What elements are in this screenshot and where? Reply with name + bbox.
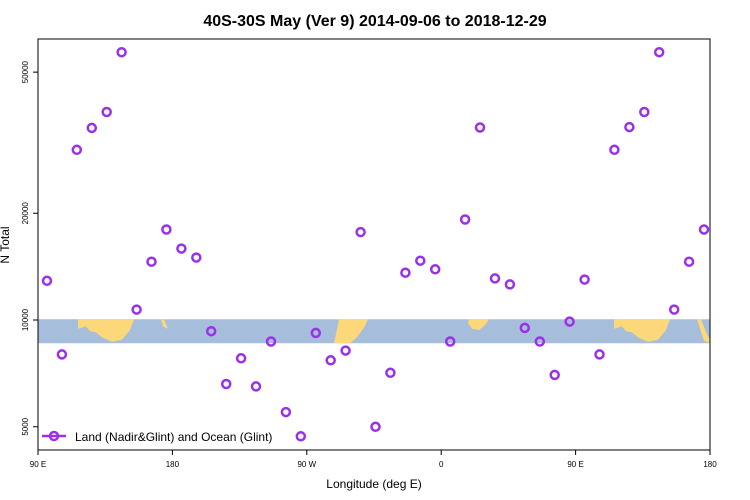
data-point bbox=[340, 345, 351, 356]
new-zealand-shape-right bbox=[697, 319, 710, 344]
y-tick-label: 20000 bbox=[21, 202, 30, 225]
ocean-band bbox=[38, 319, 710, 344]
data-point bbox=[280, 406, 292, 418]
legend-label: Land (Nadir&Glint) and Ocean (Glint) bbox=[75, 430, 272, 444]
africa-shape bbox=[468, 319, 489, 330]
data-point bbox=[504, 279, 516, 290]
data-point bbox=[564, 316, 575, 327]
data-point bbox=[459, 214, 471, 225]
south-america-shape bbox=[334, 319, 368, 344]
data-point bbox=[131, 304, 142, 315]
data-point bbox=[310, 327, 322, 339]
data-point bbox=[519, 322, 531, 334]
plot-frame bbox=[37, 38, 711, 451]
data-point bbox=[101, 106, 112, 118]
data-point bbox=[176, 243, 187, 254]
data-point bbox=[653, 46, 665, 58]
land-ocean-band bbox=[38, 319, 710, 344]
data-point bbox=[624, 121, 635, 133]
x-tick-label: 180 bbox=[703, 460, 717, 469]
data-point bbox=[489, 273, 501, 284]
legend-marker bbox=[48, 430, 60, 442]
data-point bbox=[205, 325, 217, 337]
data-point bbox=[146, 256, 157, 267]
y-tick-label: 5000 bbox=[21, 417, 30, 435]
x-tick-label: 90 W bbox=[297, 460, 316, 469]
data-point bbox=[415, 255, 426, 266]
data-point bbox=[235, 353, 247, 364]
data-point bbox=[86, 122, 98, 134]
y-tick-label: 50000 bbox=[21, 60, 30, 83]
australia-shape-right bbox=[614, 319, 670, 342]
y-axis-label: N Total bbox=[0, 226, 12, 263]
data-point bbox=[594, 349, 605, 360]
data-point bbox=[579, 274, 590, 285]
data-point bbox=[370, 421, 381, 433]
data-point bbox=[161, 224, 172, 235]
data-point bbox=[534, 336, 546, 347]
data-point bbox=[683, 256, 695, 267]
x-axis-label: Longitude (deg E) bbox=[326, 477, 421, 491]
data-point bbox=[41, 275, 53, 287]
new-zealand-shape-left bbox=[161, 319, 168, 329]
data-point bbox=[325, 355, 336, 366]
data-point bbox=[250, 381, 262, 392]
legend: Land (Nadir&Glint) and Ocean (Glint) bbox=[42, 430, 272, 444]
data-point bbox=[400, 267, 411, 278]
x-tick-label: 180 bbox=[166, 460, 180, 469]
data-point bbox=[295, 431, 307, 442]
x-tick-label: 90 E bbox=[567, 460, 583, 469]
data-point bbox=[698, 224, 710, 235]
data-point bbox=[56, 349, 68, 360]
data-point bbox=[668, 304, 680, 315]
data-point bbox=[549, 369, 560, 381]
data-point bbox=[265, 336, 277, 347]
data-point bbox=[474, 122, 486, 133]
x-tick-label: 90 E bbox=[30, 460, 46, 469]
data-point bbox=[385, 367, 396, 379]
y-axis: 5000 10000 20000 50000 bbox=[21, 60, 38, 436]
data-point bbox=[116, 46, 127, 58]
data-point bbox=[429, 264, 441, 275]
data-point bbox=[444, 336, 456, 347]
data-point bbox=[609, 144, 620, 156]
x-tick-label: 0 bbox=[439, 460, 444, 469]
x-axis: 90 E 180 90 W 0 90 E 180 bbox=[30, 450, 717, 469]
y-tick-label: 10000 bbox=[21, 308, 30, 331]
australia-shape-left bbox=[78, 319, 134, 342]
data-point bbox=[71, 144, 83, 156]
data-point bbox=[191, 252, 202, 263]
data-points bbox=[41, 46, 710, 442]
data-point bbox=[639, 106, 650, 118]
chart-title: 40S-30S May (Ver 9) 2014-09-06 to 2018-1… bbox=[203, 13, 546, 30]
data-point bbox=[355, 226, 366, 238]
data-point bbox=[220, 378, 232, 390]
